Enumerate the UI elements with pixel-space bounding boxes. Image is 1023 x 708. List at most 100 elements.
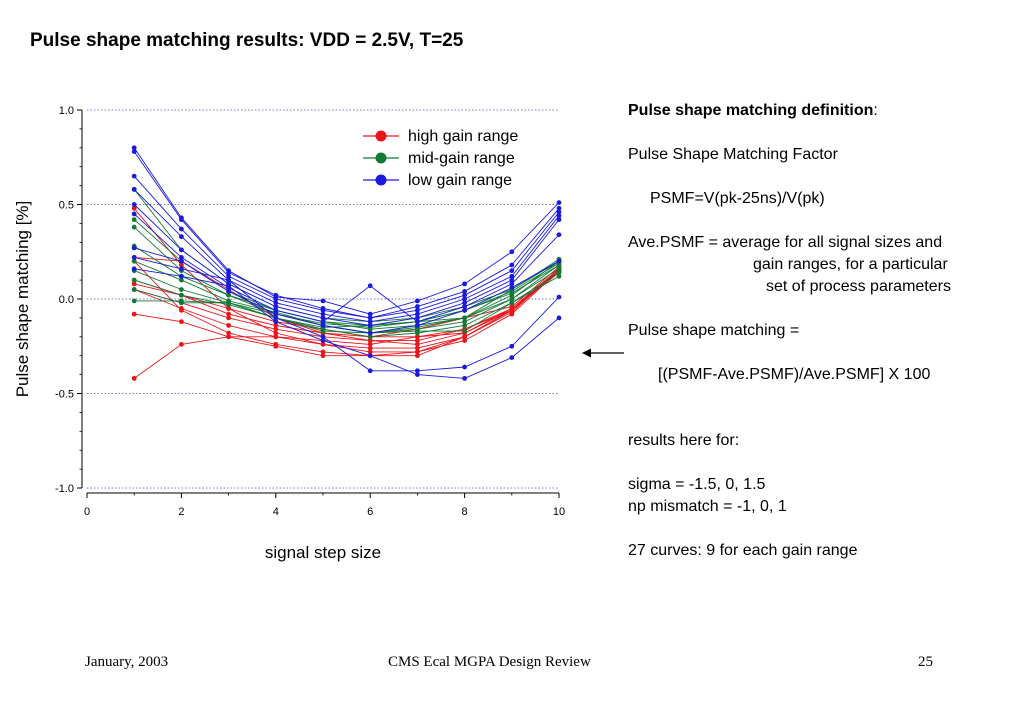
data-point-1-4-9 [556,262,562,268]
data-point-2-1-8 [509,262,515,268]
data-point-2-7-5 [367,368,373,374]
data-point-1-8-1 [179,298,184,304]
data-point-1-7-8 [509,300,515,306]
data-point-1-5-8 [509,296,515,302]
data-point-1-8-0 [131,298,137,304]
data-point-0-2-0 [131,281,137,287]
data-point-2-2-3 [273,296,279,302]
data-point-2-3-0 [131,186,137,192]
series-line-2-1 [133,151,560,319]
data-point-1-7-9 [556,273,562,279]
data-point-2-6-6 [415,323,420,328]
sigma-values: sigma = -1.5, 0, 1.5 [628,476,766,493]
series-line-2-6 [134,247,560,334]
legend-label-2: low gain range [408,172,512,189]
data-point-2-5-1 [179,255,184,260]
data-point-0-5-2 [226,306,232,311]
series-line-1-8 [134,258,560,328]
data-point-2-4-7 [462,300,467,306]
definition-heading-suffix: : [873,102,878,119]
series-line-2-2 [133,175,560,319]
pulse-shape-chart: 1.0 0.5 0.0 -0.5 -1.0 0 2 4 6 8 10 high gain range… [13,105,565,562]
data-point-1-8-7 [462,315,467,321]
data-point-2-4-8 [509,277,515,283]
data-point-2-2-2 [226,273,232,279]
data-point-0-2-6 [415,338,420,343]
data-point-0-6-6 [415,349,420,355]
data-point-0-4-2 [226,323,232,328]
data-point-1-2-0 [131,224,137,230]
data-point-1-6-7 [462,323,467,328]
series-line-1-3 [133,245,560,330]
series-line-2-3 [133,189,560,323]
data-point-0-8-5 [367,341,373,347]
legend-marker-2 [375,174,387,186]
data-point-2-5-8 [509,281,515,287]
series-line-0-7 [134,270,560,357]
data-point-2-6-7 [462,307,467,313]
data-point-2-0-0 [131,145,137,151]
data-point-2-7-1 [179,266,184,272]
series-line-2-0 [133,147,560,315]
data-point-2-1-2 [226,270,232,275]
psmf-formula: PSMF=V(pk-25ns)/V(pk) [650,190,825,207]
data-point-1-1-0 [131,217,137,223]
results-label: results here for: [628,432,740,449]
data-point-0-5-8 [509,311,515,317]
data-point-1-7-7 [462,328,467,334]
series-line-1-7 [134,275,560,334]
data-point-0-7-0 [131,311,137,317]
x-tick-label: 2 [178,506,184,518]
series-line-0-4 [134,268,560,349]
data-point-2-8-3 [273,319,279,325]
data-point-2-7-0 [131,255,137,260]
data-point-2-5-5 [367,283,373,289]
data-point-2-4-9 [556,217,562,223]
data-point-0-5-0 [131,205,137,211]
data-point-2-1-7 [462,289,467,294]
data-point-2-0-9 [556,200,562,206]
data-point-0-8-6 [415,334,420,340]
data-point-0-4-6 [415,345,420,351]
data-point-2-2-4 [320,307,326,313]
data-point-2-3-3 [273,300,279,306]
data-point-2-4-4 [320,315,326,321]
psm-label: Pulse shape matching = [628,322,800,339]
curves-count: 27 curves: 9 for each gain range [628,542,858,559]
series-line-2-5 [133,213,560,323]
data-point-2-7-3 [273,315,279,321]
data-point-0-5-5 [367,349,373,355]
x-tick-label: 4 [273,506,279,518]
data-point-2-0-8 [509,249,515,255]
data-point-2-6-4 [320,323,326,328]
y-axis-title: Pulse shape matching [%] [13,201,32,398]
series-line-2-4 [133,204,560,326]
data-point-2-6-8 [509,285,515,291]
data-point-2-6-3 [273,311,279,317]
psm-formula: [(PSMF-Ave.PSMF)/Ave.PSMF] X 100 [658,366,931,383]
data-point-2-1-1 [179,217,184,223]
footer-title: CMS Ecal MGPA Design Review [388,654,591,670]
data-point-0-5-7 [462,338,467,343]
data-point-2-2-0 [131,173,137,179]
definition-panel: Pulse shape matching definition: Pulse S… [628,100,1008,562]
series-line-0-0 [134,256,560,338]
data-point-2-7-7 [462,364,467,370]
data-point-2-7-9 [556,294,562,300]
data-point-0-6-1 [179,307,184,313]
data-point-2-0-7 [462,281,467,287]
data-point-2-8-9 [556,315,562,321]
data-point-2-5-9 [556,232,562,238]
footer-page-number: 25 [918,654,933,670]
ave-psmf-line-3: set of process parameters [766,278,951,295]
series-line-1-6 [134,272,560,338]
data-point-2-5-0 [131,211,137,217]
data-point-1-4-0 [131,258,137,264]
data-point-1-4-1 [179,277,184,283]
data-point-2-3-8 [509,273,515,279]
psmf-factor-label: Pulse Shape Matching Factor [628,146,838,163]
data-point-0-7-6 [415,353,420,359]
data-point-2-3-1 [179,234,184,240]
data-point-2-4-6 [415,315,420,321]
data-point-2-6-5 [367,330,373,336]
